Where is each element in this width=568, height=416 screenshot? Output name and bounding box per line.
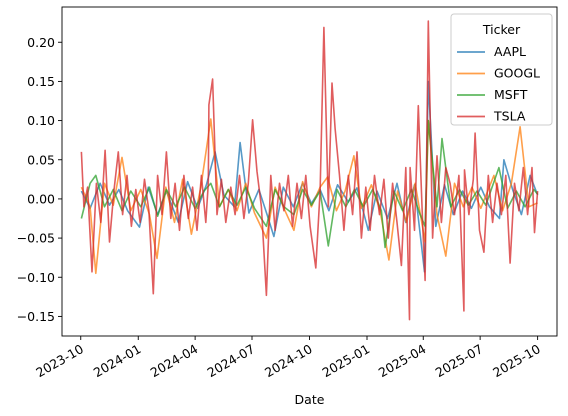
x-tick-label: 2025-01 [320,341,373,380]
y-tick-label: 0.05 [27,152,55,167]
y-tick-label: −0.10 [17,270,55,285]
y-tick-label: 0.15 [27,74,55,89]
x-axis-title: Date [295,392,325,407]
series-line-googl [80,118,538,275]
legend-label-googl: GOOGL [494,66,540,81]
series-layer [80,20,539,321]
y-tick-label: −0.15 [17,309,55,324]
x-tick-label: 2025-04 [376,341,429,380]
y-tick-label: 0.00 [27,191,55,206]
legend-label-aapl: AAPL [494,44,526,59]
x-tick-label: 2025-07 [433,341,486,380]
legend-box [450,13,553,126]
x-tick-label: 2024-07 [205,341,258,380]
x-tick-label: 2023-10 [33,341,86,380]
x-tick-label: 2024-01 [91,341,144,380]
y-tick-label: −0.05 [17,231,55,246]
y-tick-label: 0.10 [27,113,55,128]
legend-label-msft: MSFT [494,87,528,102]
y-tick-label: 0.20 [27,35,55,50]
x-tick-label: 2024-10 [262,341,315,380]
legend: Ticker AAPL GOOGL MSFT TSLA [450,13,553,126]
legend-label-tsla: TSLA [493,109,526,124]
x-tick-label: 2024-04 [148,341,201,380]
series-line-tsla [80,20,539,321]
x-tick-label: 2025-10 [490,341,543,380]
legend-title: Ticker [482,22,521,37]
